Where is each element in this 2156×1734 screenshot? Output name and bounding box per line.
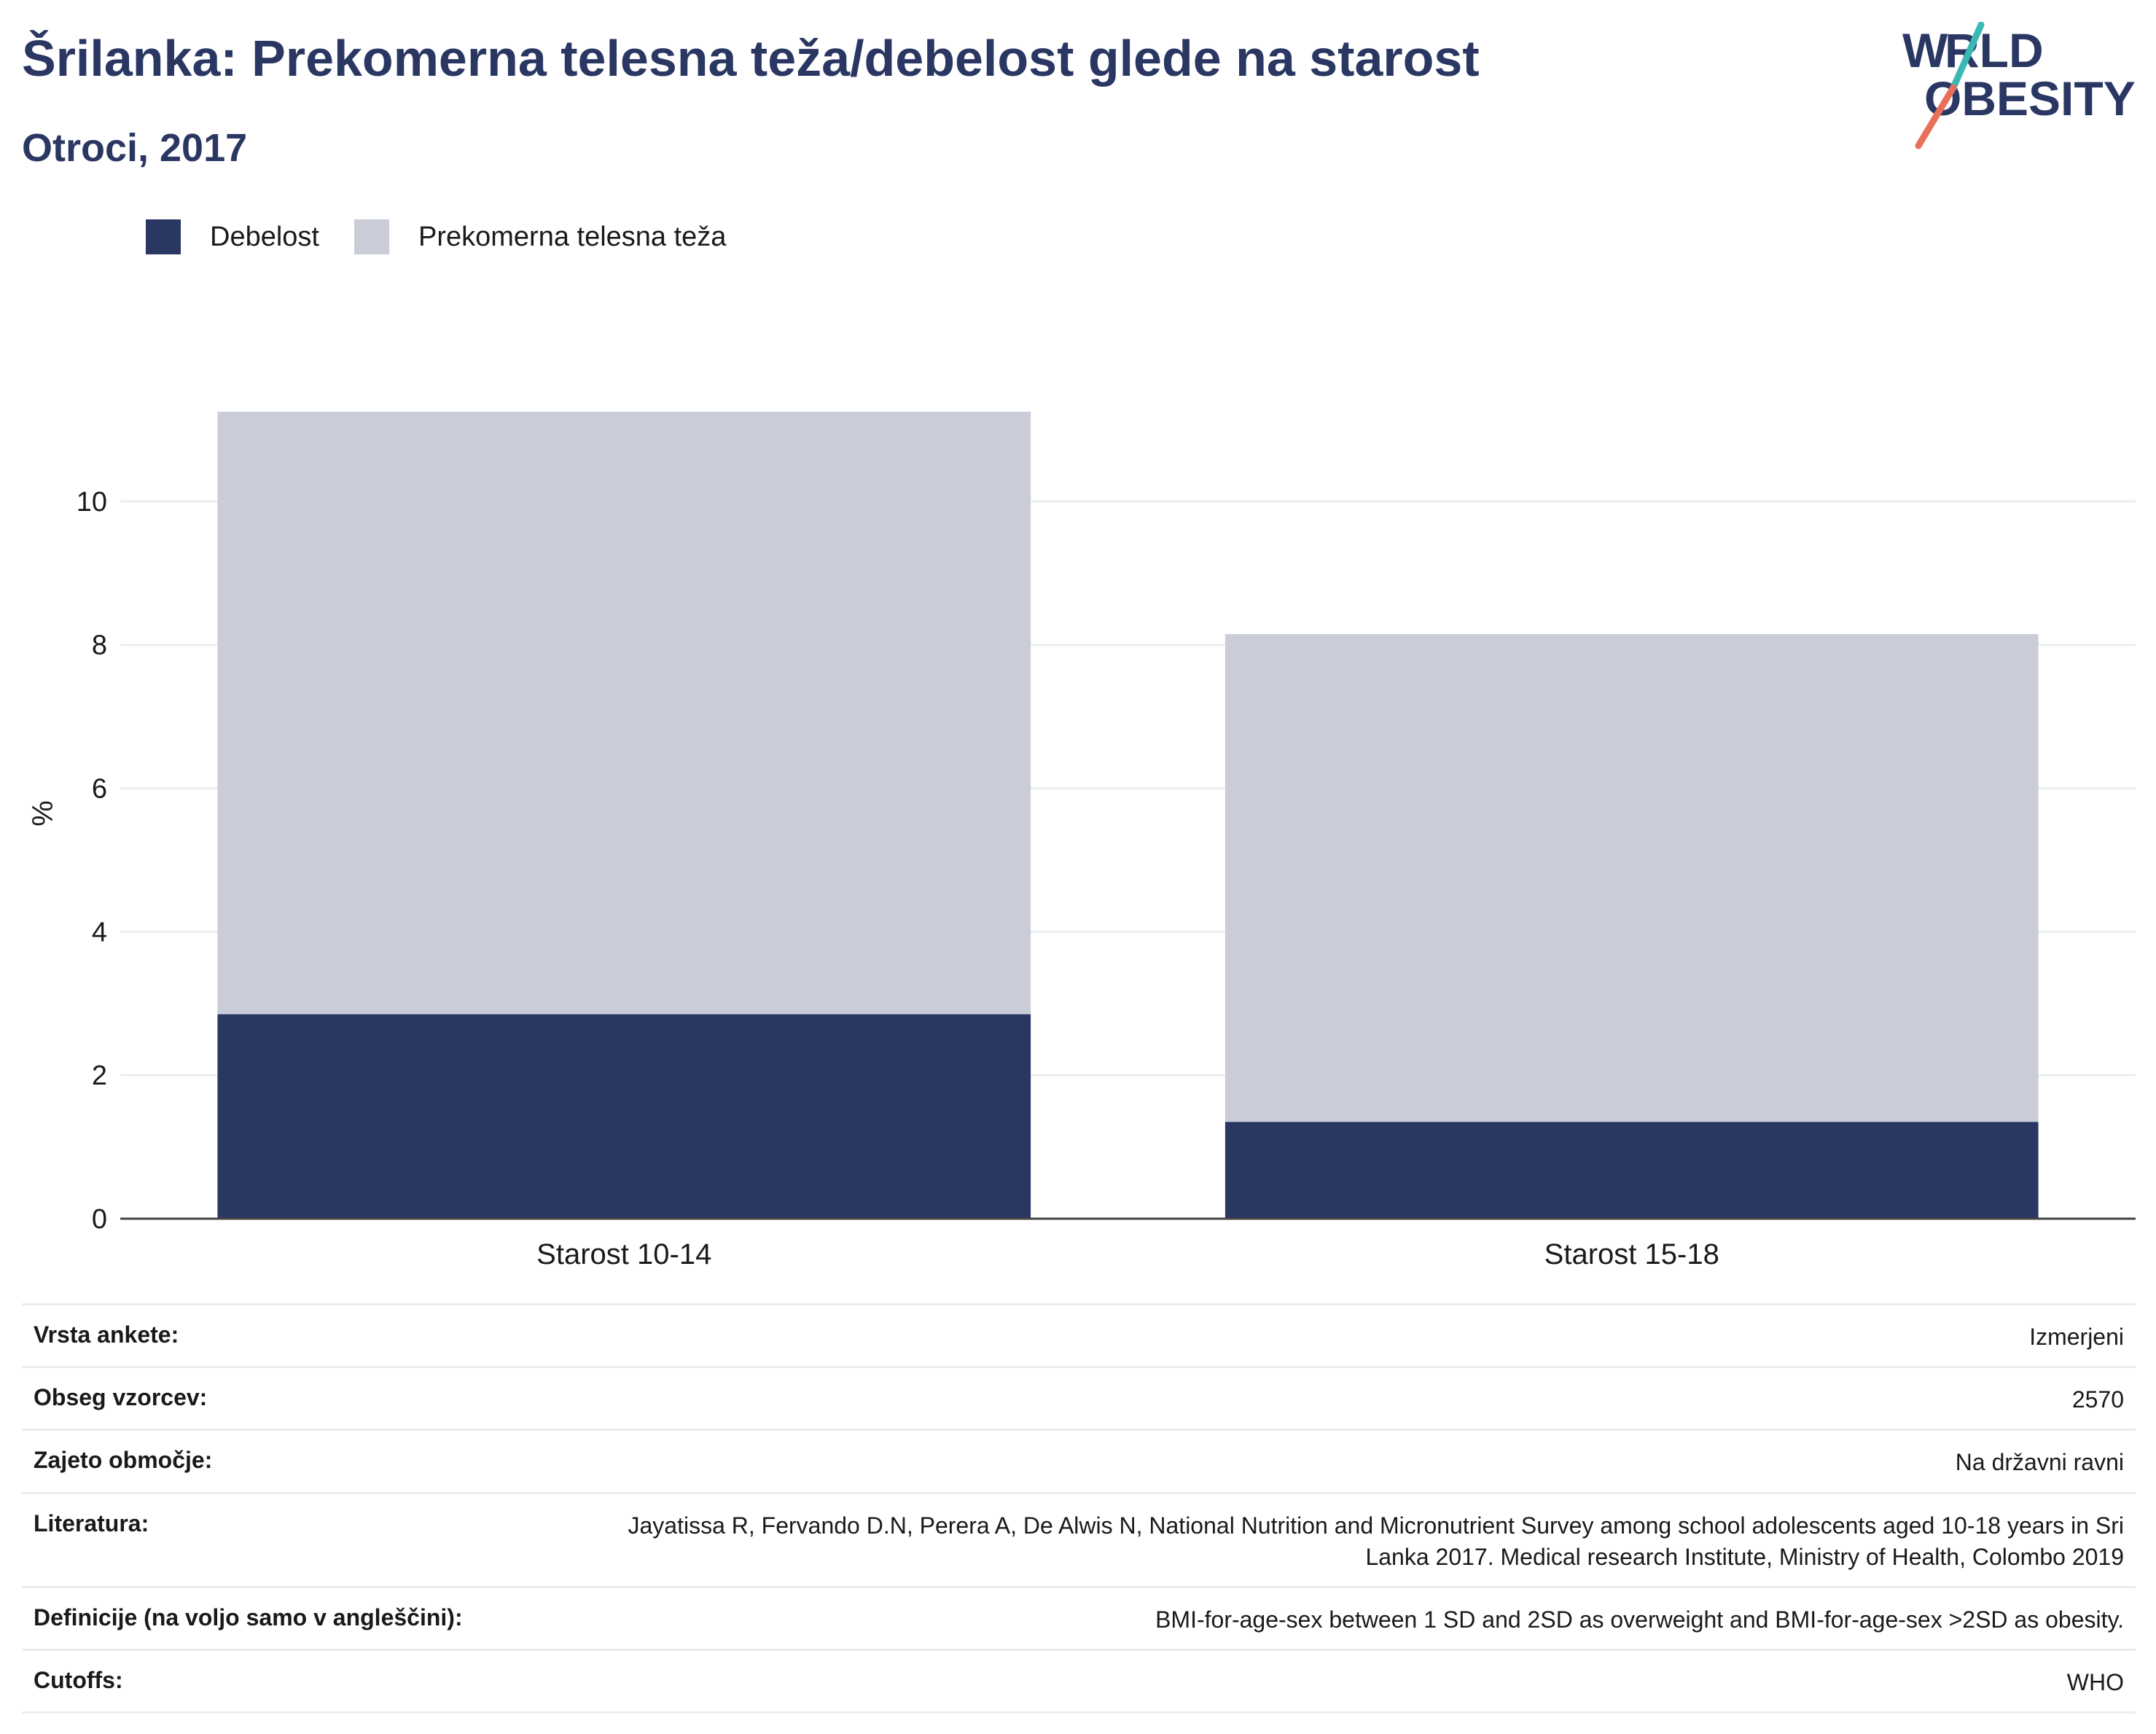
info-value: Na državni ravni [1955,1449,2124,1476]
info-value: WHO [2066,1669,2124,1696]
bar-obesity [1225,1122,2039,1219]
info-label: Vrsta ankete: [34,1321,179,1348]
bar-chart: 0 2 4 6 8 10% Starost 10-14 Starost 15-18 [27,411,2136,1270]
y-tick-label: 2 [92,1061,107,1091]
y-axis-label: % [27,800,59,827]
chart-subtitle: Otroci, 2017 [22,126,248,170]
legend-item-overweight: Prekomerna telesna teža [354,219,726,254]
info-label: Cutoffs: [34,1667,123,1694]
info-row: Cutoffs: WHO [22,1649,2136,1714]
info-label: Obseg vzorcev: [34,1384,208,1411]
info-value: Jayatissa R, Fervando D.N, Perera A, De … [628,1512,2124,1570]
bar-obesity [217,1014,1031,1219]
info-row: Obseg vzorcev: 2570 [22,1366,2136,1429]
info-row: Literatura: Jayatissa R, Fervando D.N, Pe… [22,1491,2136,1586]
info-label: Literatura: [34,1510,149,1536]
y-tick-label: 10 [77,487,107,518]
legend-swatch-overweight [354,219,389,254]
info-row: Definicije (na voljo samo v angleščini):… [22,1585,2136,1649]
bar-overweight [217,411,1031,1015]
info-table: Vrsta ankete: Izmerjeni Obseg vzorcev: 2570… [22,1303,2136,1714]
info-label: Definicije (na voljo samo v angleščini): [34,1604,463,1630]
info-value: BMI-for-age-sex between 1 SD and 2SD as … [1155,1606,2124,1633]
y-tick-label: 4 [92,917,107,948]
legend-swatch-obesity [146,219,181,254]
chart-title: Šrilanka: Prekomerna telesna teža/debelo… [22,30,1480,87]
chart-legend: Debelost Prekomerna telesna teža [146,219,761,255]
world-obesity-logo: W RLD OBESITY [1902,22,2136,149]
info-label: Zajeto območje: [34,1447,213,1474]
svg-text:W: W [1902,23,1948,77]
x-tick-label: Starost 15-18 [1544,1238,1719,1270]
info-value: Izmerjeni [2029,1324,2124,1350]
x-tick-label: Starost 10-14 [536,1238,711,1270]
legend-label-overweight: Prekomerna telesna teža [418,221,727,252]
legend-label-obesity: Debelost [210,221,319,252]
legend-item-obesity: Debelost [146,219,319,254]
bar-overweight [1225,633,2039,1122]
y-tick-label: 6 [92,774,107,805]
y-tick-label: 0 [92,1204,107,1235]
info-value: 2570 [2071,1386,2124,1413]
y-tick-label: 8 [92,630,107,661]
info-row: Vrsta ankete: Izmerjeni [22,1303,2136,1366]
info-row: Zajeto območje: Na državni ravni [22,1429,2136,1491]
